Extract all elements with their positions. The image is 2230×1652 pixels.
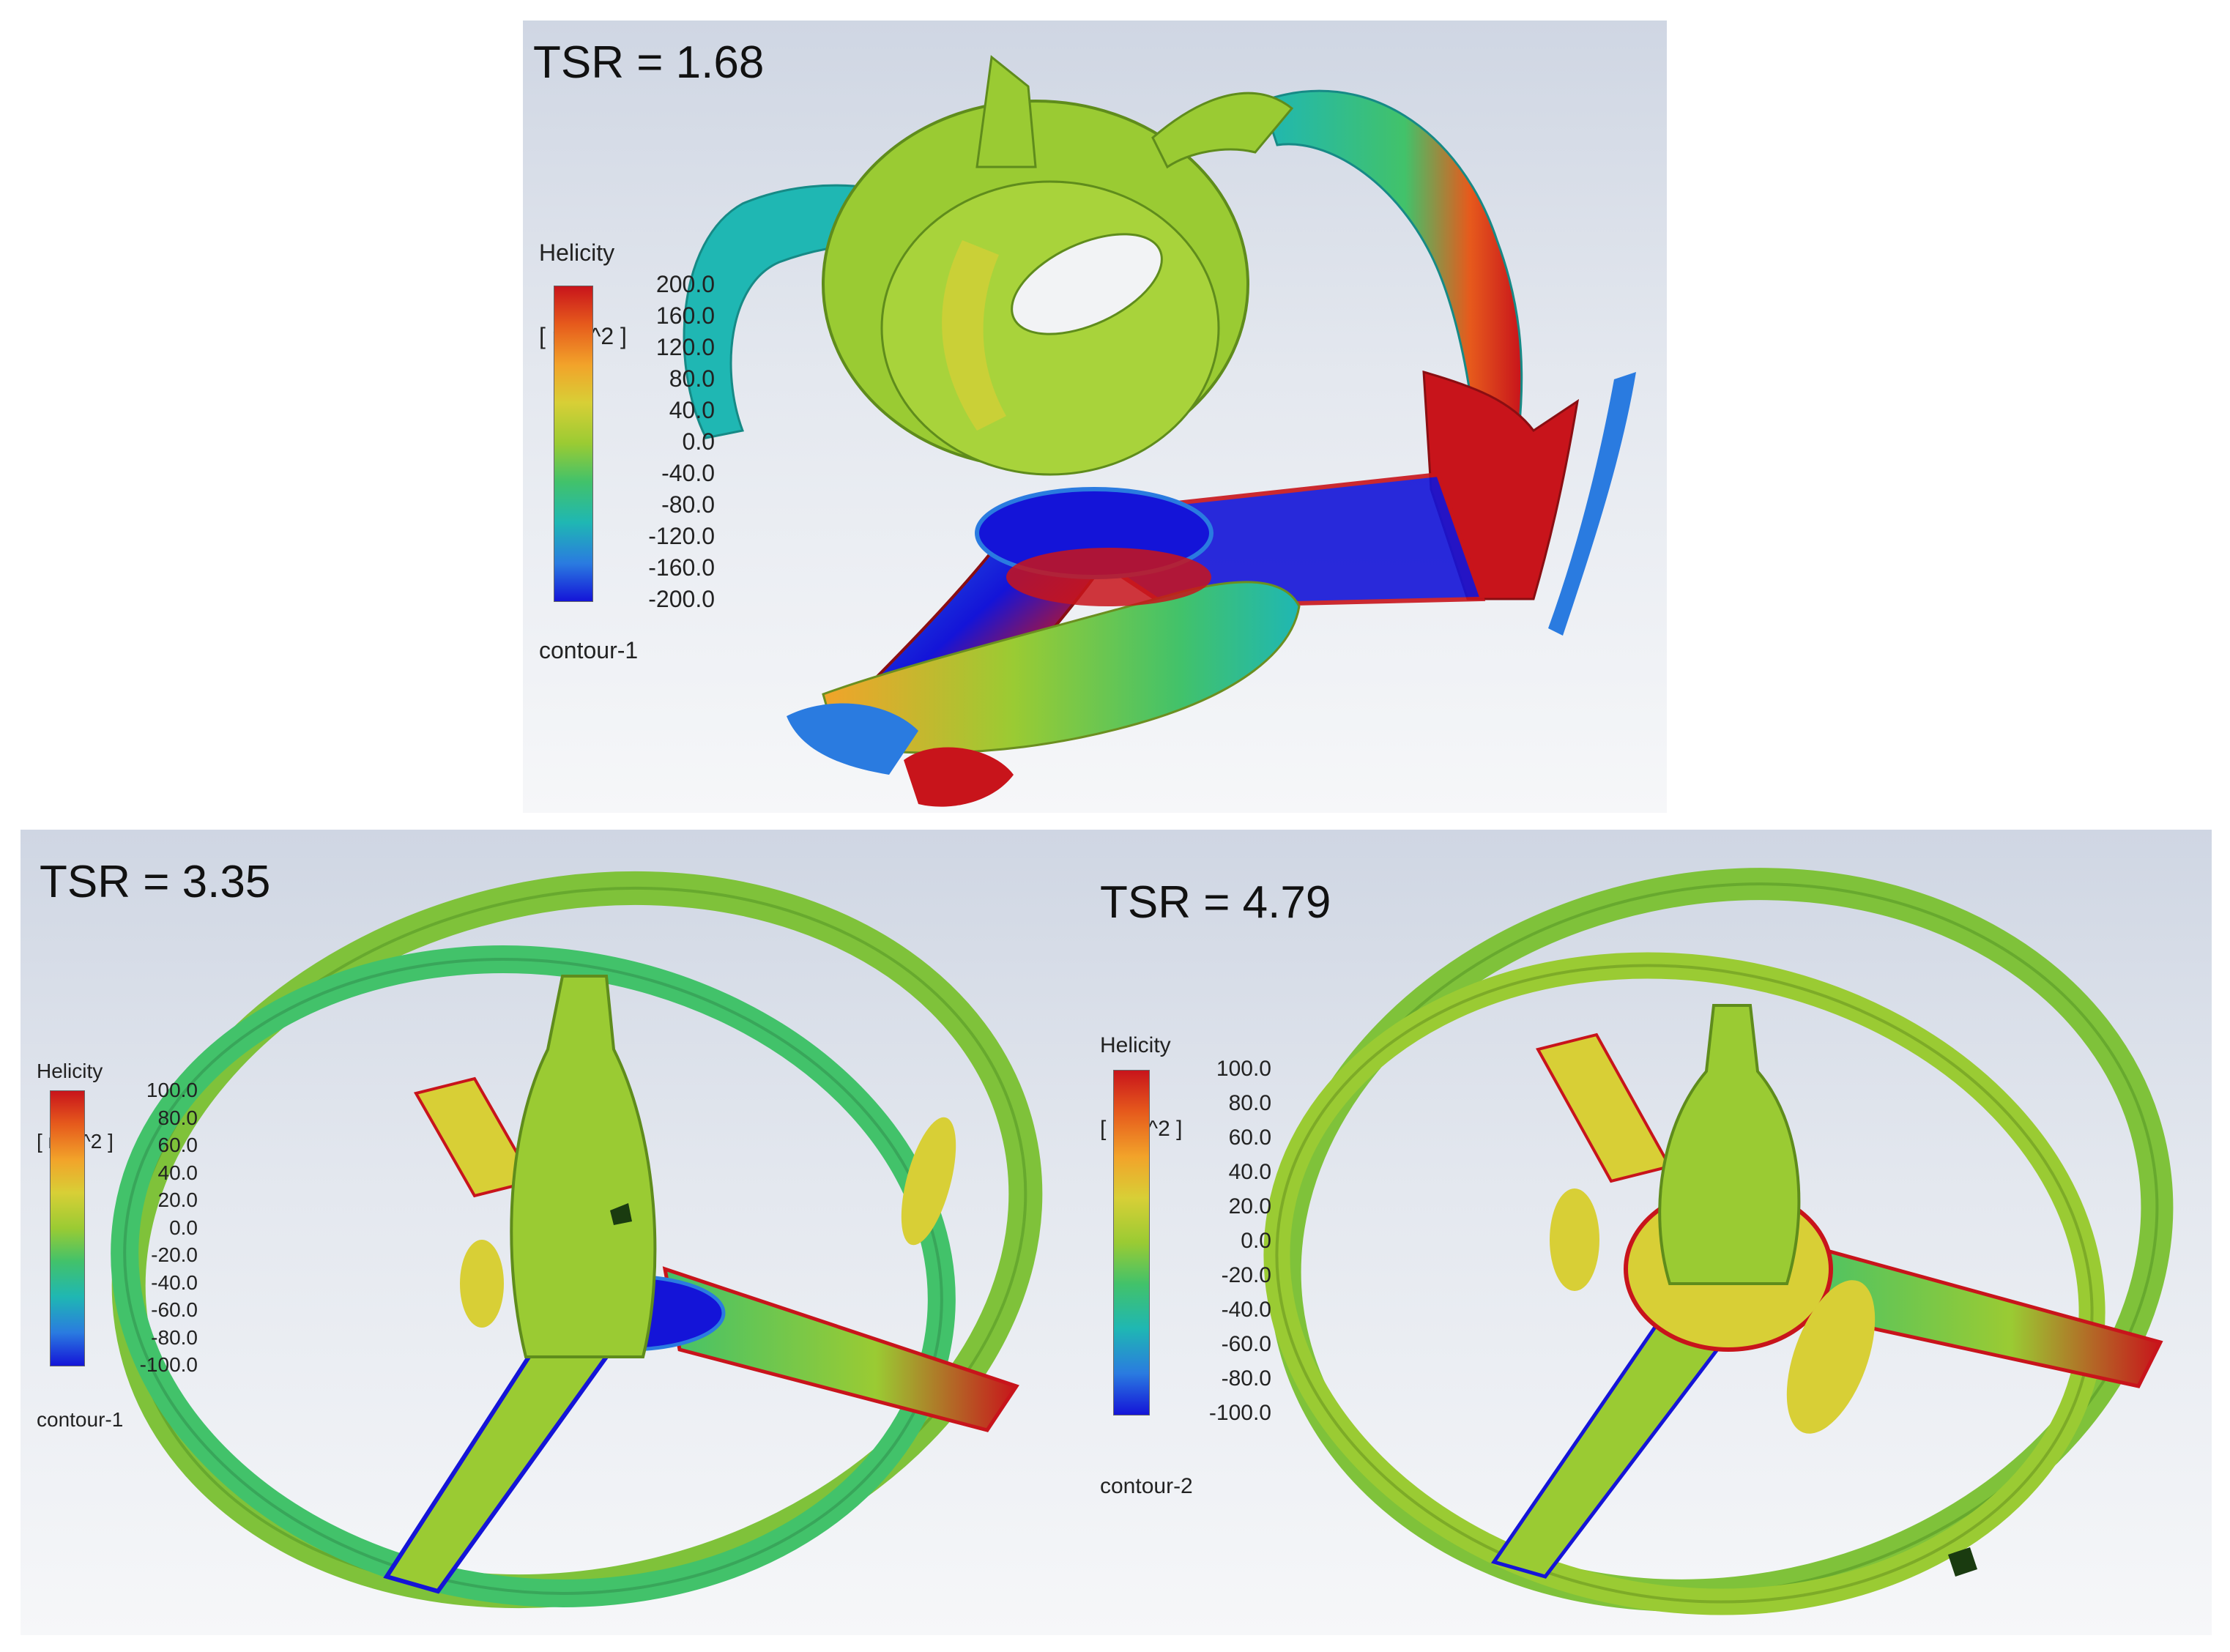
- turbine-blade: [1535, 1032, 1673, 1183]
- colorbar-tick: -200.0: [648, 586, 715, 612]
- vortex-fragment: [1786, 1280, 1876, 1434]
- vortex-tube: [787, 703, 918, 775]
- colorbar-tick: 0.0: [1241, 1229, 1271, 1253]
- colorbar-tick: 40.0: [157, 1161, 198, 1184]
- colorbar-tick: -40.0: [661, 460, 715, 486]
- colorbar-ticks: 200.0 160.0 120.0 80.0 40.0 0.0 -40.0 -8…: [598, 271, 715, 615]
- turbine-blade: [383, 1325, 610, 1594]
- colorbar-tick: 20.0: [1228, 1194, 1271, 1218]
- vortex-tube: [822, 581, 1301, 754]
- helicity-legend: Helicity [ m/s^2 ] 100.0 80.0 60.0 40.0 …: [37, 1013, 212, 1511]
- colorbar-tick: -60.0: [151, 1298, 198, 1321]
- colorbar-tick: -120.0: [648, 523, 715, 549]
- helicity-legend: Helicity [ m/s^2 ] 100.0 80.0 60.0 40.0 …: [1100, 976, 1290, 1533]
- colorbar-ticks: 100.0 80.0 60.0 40.0 20.0 0.0 -20.0 -40.…: [88, 1079, 198, 1379]
- colorbar-tick: 0.0: [682, 428, 715, 455]
- colorbar-tick: 80.0: [1228, 1091, 1271, 1115]
- hub-vortex: [510, 975, 657, 1358]
- torus-opening: [1011, 233, 1163, 335]
- contour-name: contour-1: [37, 1408, 124, 1431]
- colorbar-tick: -60.0: [1221, 1332, 1271, 1356]
- vortex-shading: [942, 240, 1006, 431]
- legend-title-quantity: Helicity: [539, 239, 615, 266]
- colorbar-ticks: 100.0 80.0 60.0 40.0 20.0 0.0 -20.0 -40.…: [1154, 1057, 1271, 1430]
- colorbar-tick: -160.0: [648, 554, 715, 581]
- legend-title-quantity: Helicity: [37, 1060, 103, 1082]
- colorbar-tick: 40.0: [669, 397, 715, 423]
- colorbar-tick: 100.0: [146, 1079, 198, 1101]
- colorbar-tick: -40.0: [151, 1270, 198, 1294]
- vortex-fragment: [901, 1117, 956, 1246]
- vortex-isosurface-render: [1263, 868, 2174, 1615]
- legend-title-quantity: Helicity: [1100, 1033, 1171, 1057]
- colorbar-tick: 100.0: [1216, 1057, 1271, 1081]
- tsr-label: TSR = 4.79: [1100, 877, 1331, 928]
- contour-name: contour-2: [1100, 1474, 1193, 1498]
- hub-vortex-hole: [610, 1203, 632, 1225]
- colorbar-tick: -20.0: [1221, 1263, 1271, 1287]
- colorbar-tick: -20.0: [151, 1243, 198, 1266]
- colorbar-tick: 20.0: [157, 1188, 198, 1211]
- colorbar-tick: 160.0: [655, 302, 715, 329]
- colorbar-tick: -80.0: [661, 491, 715, 518]
- colorbar-tick: 200.0: [655, 271, 715, 297]
- colorbar: [50, 1090, 85, 1366]
- colorbar-tick: -100.0: [139, 1353, 198, 1376]
- colorbar-tick: 60.0: [1228, 1125, 1271, 1150]
- colorbar-tick: 60.0: [157, 1134, 198, 1156]
- visualization-panel-tsr-1-68: TSR = 1.68 Helicity [ m/s^2 ] 200.0 160.…: [523, 21, 1667, 813]
- vortex-tube: [904, 747, 1014, 807]
- hub-band: [1006, 548, 1211, 606]
- colorbar-tick: -40.0: [1221, 1298, 1271, 1322]
- vortex-tip: [975, 55, 1037, 168]
- colorbar-tick: 0.0: [169, 1216, 198, 1239]
- vortex-fragment: [460, 1240, 504, 1328]
- vortex-isosurface-render: [683, 55, 1636, 807]
- colorbar-tick: 80.0: [157, 1106, 198, 1129]
- colorbar: [554, 286, 593, 602]
- tsr-label: TSR = 1.68: [533, 37, 765, 88]
- visualization-panel-tsr-3-35: TSR = 3.35 Helicity [ m/s^2 ] 100.0 80.0…: [21, 830, 1084, 1635]
- visualization-panel-tsr-4-79: TSR = 4.79 Helicity [ m/s^2 ] 100.0 80.0…: [1084, 830, 2212, 1635]
- vortex-tip: [1151, 92, 1294, 169]
- vortex-fragment: [1550, 1188, 1599, 1291]
- colorbar-tick: -80.0: [1221, 1366, 1271, 1391]
- colorbar: [1113, 1070, 1150, 1415]
- vortex-hole: [1948, 1547, 1977, 1577]
- hub-vortex: [1658, 1004, 1801, 1285]
- tsr-label: TSR = 3.35: [40, 857, 271, 907]
- colorbar-tick: 80.0: [669, 365, 715, 392]
- colorbar-tick: 40.0: [1228, 1160, 1271, 1184]
- tip-vortex-ring-edge: [123, 958, 943, 1595]
- vortex-tube: [1548, 372, 1636, 636]
- vortex-tube: [1261, 89, 1523, 432]
- vortex-isosurface-render: [111, 871, 1043, 1609]
- helicity-legend: Helicity [ m/s^2 ] 200.0 160.0 120.0 80.…: [539, 183, 729, 681]
- colorbar-tick: -100.0: [1208, 1401, 1271, 1425]
- colorbar-tick: -80.0: [151, 1325, 198, 1349]
- contour-name: contour-1: [539, 637, 639, 663]
- colorbar-tick: 120.0: [655, 334, 715, 360]
